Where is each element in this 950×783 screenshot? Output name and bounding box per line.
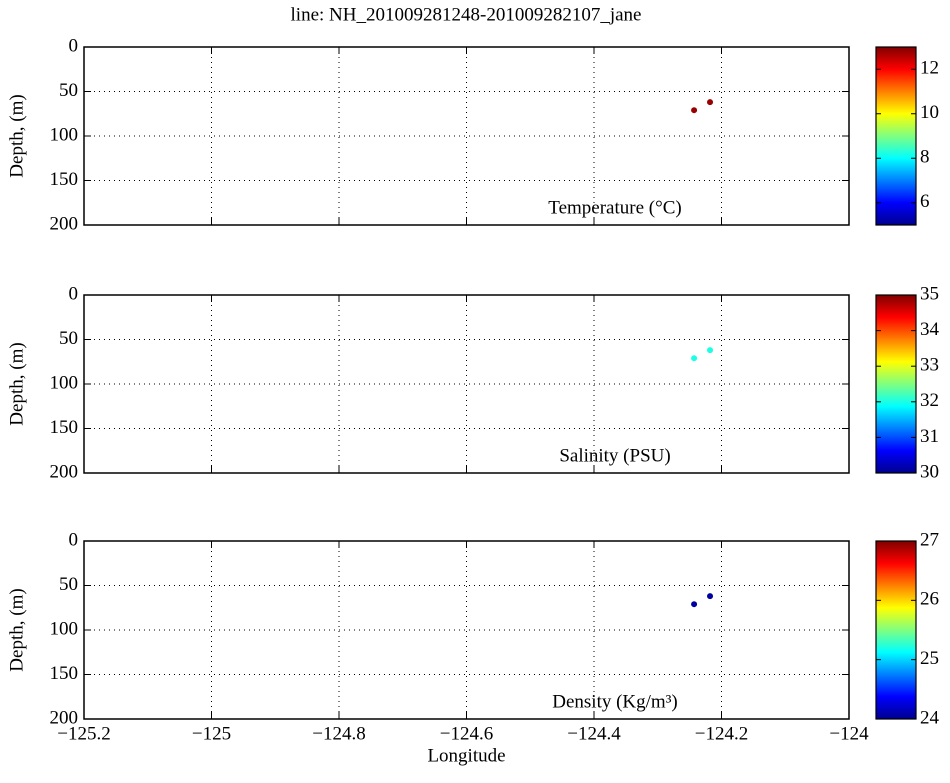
y-tick-label: 150 [50, 169, 79, 190]
y-tick-label: 200 [50, 461, 79, 482]
colorbar-tick-label: 33 [920, 355, 939, 376]
colorbar-tick-label: 8 [920, 147, 930, 168]
data-point [691, 355, 698, 362]
colorbar-tick-label: 32 [920, 390, 939, 411]
data-point [691, 601, 698, 608]
y-tick-label: 0 [69, 283, 79, 304]
data-point [691, 107, 698, 114]
colorbar [875, 294, 917, 474]
annotation: Density (Kg/m³) [552, 691, 678, 712]
plot-frame [83, 540, 850, 720]
y-tick-label: 0 [69, 35, 79, 56]
annotation: Temperature (°C) [548, 197, 681, 218]
colorbar-tick-label: 10 [920, 102, 939, 123]
y-axis-label: Depth, (m) [6, 588, 27, 671]
y-tick-label: 150 [50, 417, 79, 438]
colorbar-tick-label: 24 [920, 707, 940, 728]
colorbar-tick-label: 30 [920, 461, 939, 482]
x-tick-label: −124.2 [695, 723, 748, 744]
y-tick-label: 0 [69, 529, 79, 550]
y-tick-label: 150 [50, 663, 79, 684]
colorbar [875, 46, 917, 226]
x-axis-label: Longitude [427, 745, 505, 766]
x-tick-label: −124.4 [567, 723, 621, 744]
y-tick-label: 50 [59, 80, 78, 101]
x-tick-label: −124 [829, 723, 869, 744]
x-tick-label: −124.8 [312, 723, 365, 744]
y-axis-label: Depth, (m) [6, 94, 27, 177]
annotation: Salinity (PSU) [559, 445, 670, 466]
colorbar-tick-label: 31 [920, 426, 939, 447]
y-tick-label: 100 [50, 372, 79, 393]
y-tick-label: 200 [50, 213, 79, 234]
colorbar-tick-label: 25 [920, 648, 939, 669]
x-tick-label: −124.6 [440, 723, 493, 744]
plot-frame [83, 46, 850, 226]
colorbar-tick-label: 34 [920, 319, 940, 340]
y-tick-label: 50 [59, 328, 78, 349]
colorbar-tick-label: 12 [920, 58, 939, 79]
data-point [707, 99, 714, 106]
figure-title: line: NH_201009281248-201009282107_jane [291, 4, 642, 25]
y-tick-label: 100 [50, 124, 79, 145]
y-tick-label: 50 [59, 574, 78, 595]
y-tick-label: 200 [50, 707, 79, 728]
data-point [707, 593, 714, 600]
y-tick-label: 100 [50, 618, 79, 639]
plot-frame [83, 294, 850, 474]
colorbar-tick-label: 27 [920, 529, 939, 550]
colorbar-tick-label: 26 [920, 589, 939, 610]
colorbar [875, 540, 917, 720]
colorbar-tick-label: 6 [920, 191, 930, 212]
x-tick-label: −125 [192, 723, 231, 744]
y-axis-label: Depth, (m) [6, 342, 27, 425]
x-tick-label: −125.2 [57, 723, 110, 744]
data-point [707, 347, 714, 354]
colorbar-tick-label: 35 [920, 283, 939, 304]
